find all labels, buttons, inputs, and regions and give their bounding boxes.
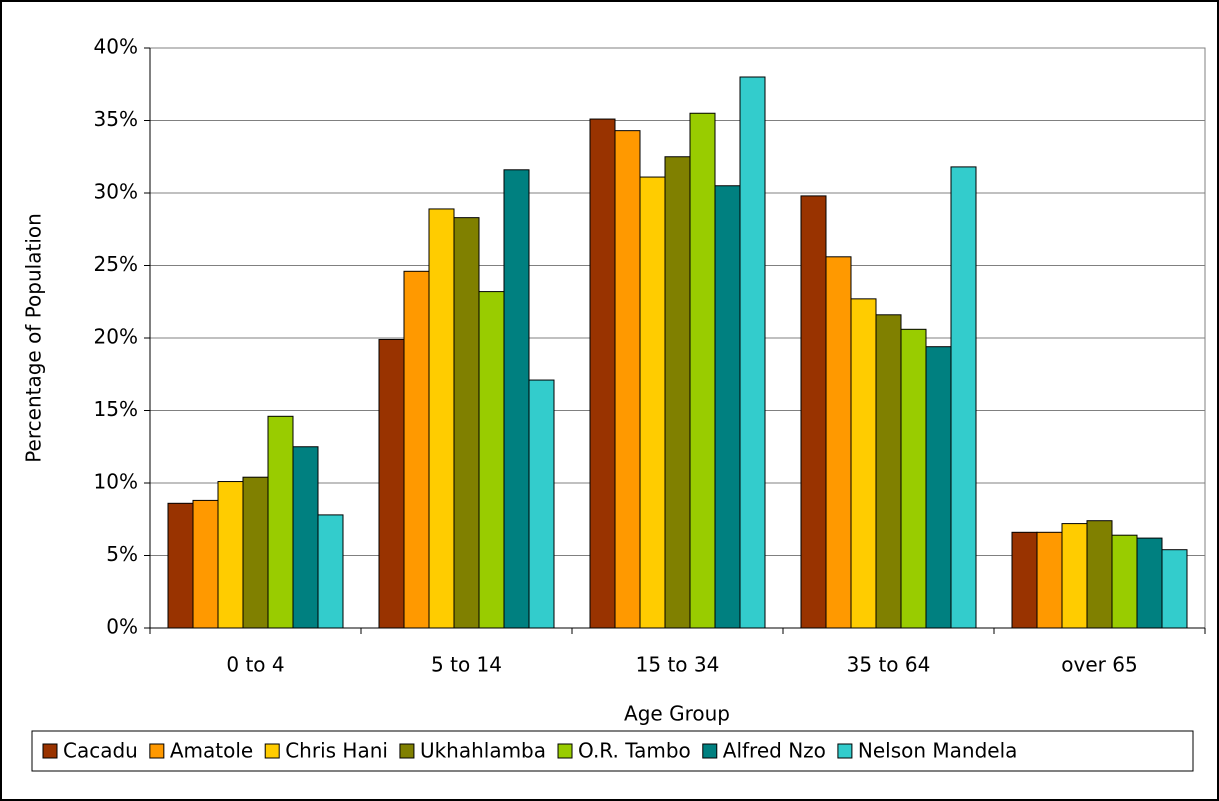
y-tick-label: 0% xyxy=(106,615,138,639)
y-tick-label: 30% xyxy=(94,180,138,204)
legend-swatch xyxy=(264,743,280,759)
y-tick-label: 40% xyxy=(94,35,138,59)
legend-label: Amatole xyxy=(170,739,253,763)
y-tick-label: 15% xyxy=(94,397,138,421)
legend-label: Ukhahlamba xyxy=(420,739,546,763)
bar xyxy=(1161,549,1188,629)
x-tick-label: 15 to 34 xyxy=(636,653,720,677)
bar xyxy=(428,208,455,629)
bar xyxy=(689,112,716,629)
bar xyxy=(900,328,927,629)
bar xyxy=(950,166,977,629)
legend-box xyxy=(31,730,1194,772)
y-tick-label: 25% xyxy=(94,252,138,276)
y-tick-label: 35% xyxy=(94,107,138,131)
bar xyxy=(267,415,294,629)
legend-swatch xyxy=(837,743,853,759)
bar xyxy=(1011,531,1038,629)
bar xyxy=(453,217,480,629)
legend-swatch xyxy=(399,743,415,759)
bar xyxy=(614,130,641,629)
bar xyxy=(242,476,269,629)
bar xyxy=(317,514,344,629)
legend-swatch xyxy=(149,743,165,759)
bar xyxy=(664,156,691,629)
bar xyxy=(825,256,852,629)
x-tick-label: 5 to 14 xyxy=(431,653,502,677)
bar xyxy=(478,291,505,629)
bar xyxy=(403,270,430,629)
legend-label: Nelson Mandela xyxy=(858,739,1018,763)
bar xyxy=(800,195,827,629)
bar xyxy=(528,379,555,629)
bar xyxy=(217,481,244,629)
y-tick-label: 10% xyxy=(94,470,138,494)
legend-label: Alfred Nzo xyxy=(723,739,826,763)
bar xyxy=(850,298,877,629)
y-axis-label: Percentage of Population xyxy=(22,213,46,463)
legend-swatch xyxy=(702,743,718,759)
bar xyxy=(1036,531,1063,629)
bar xyxy=(1136,537,1163,629)
legend-swatch xyxy=(42,743,58,759)
x-tick-label: 35 to 64 xyxy=(847,653,931,677)
y-tick-label: 20% xyxy=(94,325,138,349)
legend-label: Cacadu xyxy=(63,739,138,763)
bar xyxy=(167,502,194,629)
y-tick-label: 5% xyxy=(106,542,138,566)
bar xyxy=(589,118,616,629)
x-tick-label: 0 to 4 xyxy=(226,653,284,677)
bar xyxy=(378,338,405,629)
bar xyxy=(925,346,952,629)
legend-label: Chris Hani xyxy=(285,739,388,763)
bar xyxy=(714,185,741,629)
legend-swatch xyxy=(557,743,573,759)
bar xyxy=(192,499,219,629)
x-axis-label: Age Group xyxy=(624,702,730,726)
bar xyxy=(292,446,319,629)
bar xyxy=(1086,520,1113,629)
bar xyxy=(739,76,766,629)
bar xyxy=(503,169,530,629)
x-tick-label: over 65 xyxy=(1061,653,1137,677)
bar xyxy=(639,176,666,629)
bar xyxy=(1111,534,1138,629)
legend-label: O.R. Tambo xyxy=(578,739,691,763)
bar xyxy=(1061,523,1088,629)
bar xyxy=(875,314,902,629)
